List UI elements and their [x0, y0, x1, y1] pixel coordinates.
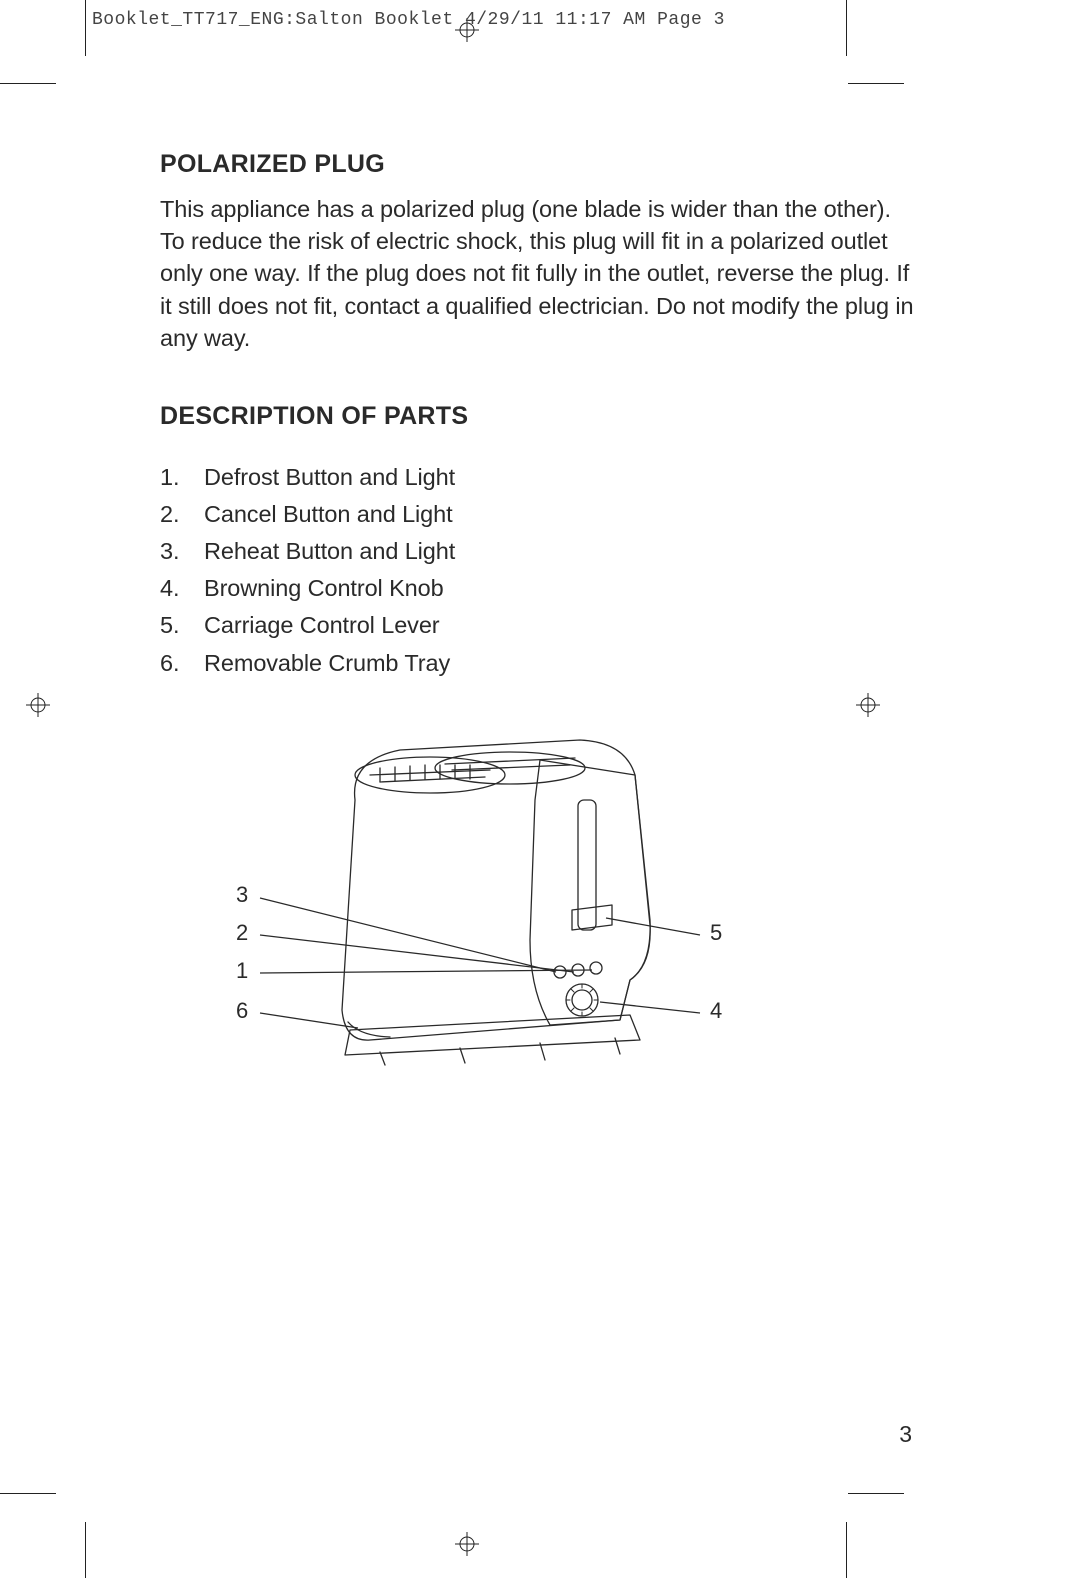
list-num: 2.	[160, 496, 204, 533]
section-title-parts: DESCRIPTION OF PARTS	[160, 402, 920, 431]
crop-mark	[85, 1522, 86, 1578]
list-label: Carriage Control Lever	[204, 612, 440, 638]
list-label: Browning Control Knob	[204, 575, 444, 601]
callout-label: 2	[236, 920, 248, 946]
crop-mark	[848, 83, 904, 84]
callout-label: 4	[710, 998, 722, 1024]
crop-mark	[0, 1493, 56, 1494]
list-item: 5.Carriage Control Lever	[160, 607, 920, 644]
crop-mark	[85, 0, 86, 56]
callout-label: 3	[236, 882, 248, 908]
list-item: 2.Cancel Button and Light	[160, 496, 920, 533]
list-num: 1.	[160, 459, 204, 496]
plug-body-text: This appliance has a polarized plug (one…	[160, 193, 920, 354]
toaster-diagram: 3 2 1 6 5 4	[230, 720, 750, 1120]
crop-mark	[846, 0, 847, 56]
callout-label: 6	[236, 998, 248, 1024]
list-label: Reheat Button and Light	[204, 538, 455, 564]
registration-mark-icon	[455, 1532, 479, 1556]
list-num: 4.	[160, 570, 204, 607]
list-item: 6.Removable Crumb Tray	[160, 645, 920, 682]
list-num: 6.	[160, 645, 204, 682]
crop-mark	[846, 1522, 847, 1578]
crop-mark	[848, 1493, 904, 1494]
list-num: 3.	[160, 533, 204, 570]
print-meta-header: Booklet_TT717_ENG:Salton Booklet 4/29/11…	[92, 10, 725, 30]
list-label: Removable Crumb Tray	[204, 650, 450, 676]
list-label: Cancel Button and Light	[204, 501, 453, 527]
section-title-plug: POLARIZED PLUG	[160, 150, 920, 179]
callout-label: 5	[710, 920, 722, 946]
list-num: 5.	[160, 607, 204, 644]
parts-list: 1.Defrost Button and Light 2.Cancel Butt…	[160, 459, 920, 682]
page-number: 3	[899, 1421, 912, 1448]
registration-mark-icon	[856, 693, 880, 717]
list-item: 1.Defrost Button and Light	[160, 459, 920, 496]
callout-label: 1	[236, 958, 248, 984]
registration-mark-icon	[26, 693, 50, 717]
list-item: 4.Browning Control Knob	[160, 570, 920, 607]
page-content: POLARIZED PLUG This appliance has a pola…	[160, 150, 920, 682]
crop-mark	[0, 83, 56, 84]
list-item: 3.Reheat Button and Light	[160, 533, 920, 570]
list-label: Defrost Button and Light	[204, 464, 455, 490]
